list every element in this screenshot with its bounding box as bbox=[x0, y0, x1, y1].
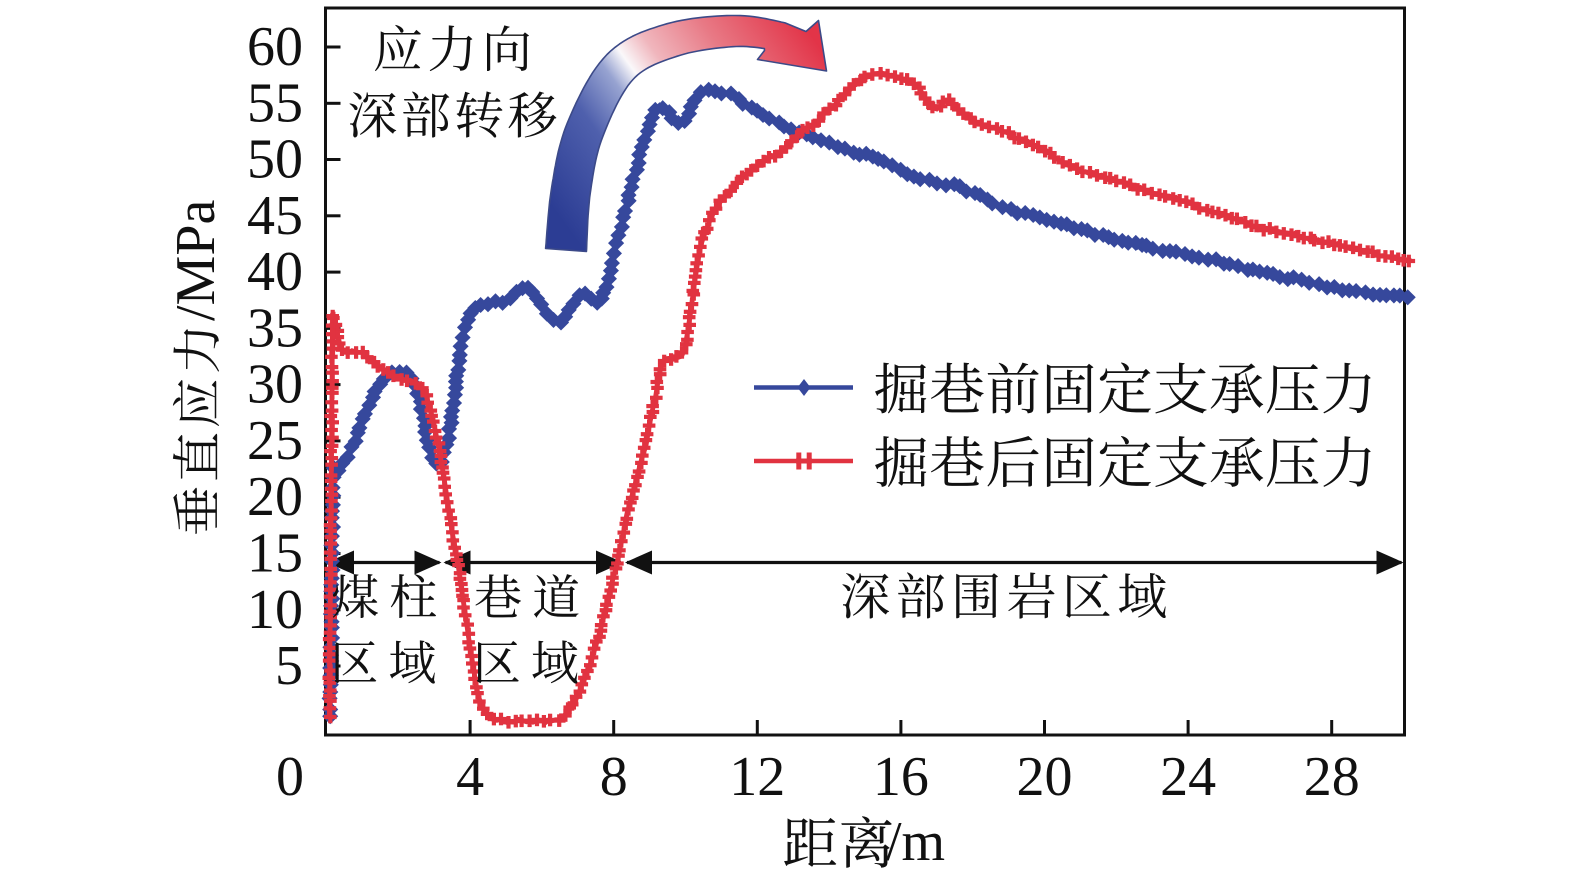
svg-text:16: 16 bbox=[873, 746, 929, 808]
svg-text:24: 24 bbox=[1160, 746, 1216, 808]
svg-text:12: 12 bbox=[729, 746, 785, 808]
svg-text:15: 15 bbox=[247, 523, 303, 585]
svg-text:10: 10 bbox=[247, 579, 303, 641]
svg-text:/m: /m bbox=[886, 811, 945, 873]
svg-text:20: 20 bbox=[247, 466, 303, 528]
svg-text:8: 8 bbox=[600, 746, 628, 808]
svg-text:5: 5 bbox=[275, 635, 303, 697]
svg-text:45: 45 bbox=[247, 185, 303, 247]
svg-text:/MPa: /MPa bbox=[165, 200, 227, 321]
svg-text:40: 40 bbox=[247, 241, 303, 303]
svg-text:60: 60 bbox=[247, 16, 303, 78]
svg-text:25: 25 bbox=[247, 410, 303, 472]
svg-text:50: 50 bbox=[247, 129, 303, 191]
svg-text:20: 20 bbox=[1017, 746, 1073, 808]
svg-text:35: 35 bbox=[247, 297, 303, 359]
svg-text:4: 4 bbox=[456, 746, 484, 808]
svg-text:28: 28 bbox=[1304, 746, 1360, 808]
svg-text:55: 55 bbox=[247, 72, 303, 134]
svg-text:0: 0 bbox=[276, 746, 304, 808]
svg-text:30: 30 bbox=[247, 354, 303, 416]
